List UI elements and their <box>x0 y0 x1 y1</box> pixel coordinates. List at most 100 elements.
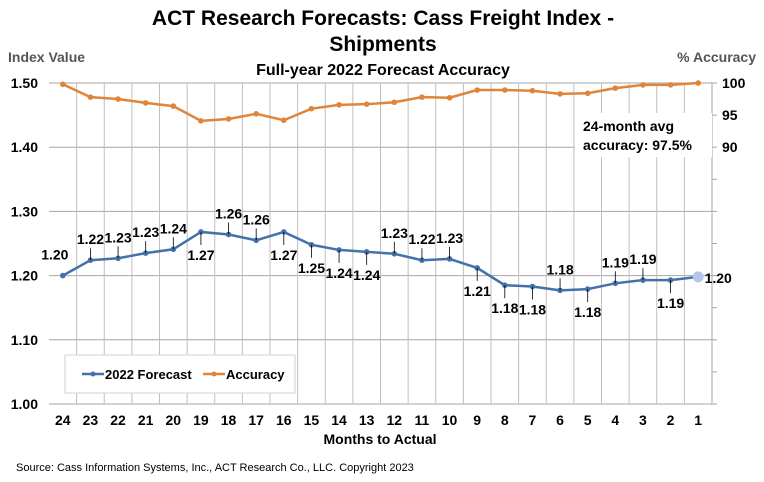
right-tick-label: 95 <box>722 107 738 123</box>
forecast-point <box>60 272 66 279</box>
x-tick-label: 6 <box>556 412 564 428</box>
accuracy-point <box>474 87 480 93</box>
legend-accuracy-label: Accuracy <box>226 367 285 382</box>
accuracy-point <box>502 87 508 93</box>
x-tick-label: 13 <box>359 412 375 428</box>
right-axis-title: % Accuracy <box>677 49 756 65</box>
accuracy-point <box>308 105 315 112</box>
forecast-data-label: 1.26 <box>243 211 270 227</box>
left-tick-label: 1.40 <box>11 139 38 155</box>
x-tick-label: 22 <box>110 412 126 428</box>
forecast-data-label: 1.22 <box>408 231 435 247</box>
x-tick-label: 4 <box>611 412 619 428</box>
forecast-data-label: 1.27 <box>187 247 214 263</box>
forecast-data-label: 1.18 <box>574 304 601 320</box>
forecast-data-label: 1.19 <box>657 295 684 311</box>
accuracy-point <box>446 94 453 101</box>
forecast-data-label: 1.23 <box>381 225 408 241</box>
accuracy-point <box>529 87 536 94</box>
left-tick-label: 1.10 <box>11 332 38 348</box>
accuracy-point <box>142 100 149 106</box>
forecast-line <box>62 230 699 292</box>
x-tick-label: 16 <box>276 412 292 428</box>
accuracy-point <box>253 111 259 117</box>
forecast-data-label: 1.20 <box>41 247 68 263</box>
forecast-data-label: 1.19 <box>602 254 629 270</box>
x-tick-label: 5 <box>584 412 592 428</box>
accuracy-point <box>336 102 342 108</box>
forecast-point <box>612 280 619 287</box>
forecast-point <box>87 257 94 263</box>
forecast-point <box>692 271 704 283</box>
forecast-data-label: 1.27 <box>270 247 297 263</box>
accuracy-point <box>363 101 370 107</box>
accuracy-point <box>695 80 701 86</box>
forecast-point <box>446 256 453 262</box>
accuracy-point <box>667 82 674 88</box>
x-tick-label: 20 <box>166 412 182 428</box>
accuracy-line <box>62 81 699 123</box>
chart-subtitle: Full-year 2022 Forecast Accuracy <box>256 62 510 79</box>
forecast-data-label: 1.24 <box>160 220 187 236</box>
x-tick-label: 3 <box>639 412 647 428</box>
accuracy-point <box>170 103 177 109</box>
x-tick-label: 15 <box>304 412 320 428</box>
left-tick-label: 1.00 <box>11 396 38 412</box>
forecast-data-label: 1.18 <box>546 261 573 277</box>
forecast-data-label: 1.19 <box>629 251 656 267</box>
accuracy-point <box>281 117 287 124</box>
left-tick-label: 1.20 <box>11 268 38 284</box>
forecast-data-label: 1.23 <box>132 224 159 240</box>
forecast-data-label: 1.23 <box>104 229 131 245</box>
forecast-data-label: 1.20 <box>705 270 732 286</box>
forecast-data-label: 1.18 <box>519 302 546 318</box>
x-tick-label: 21 <box>138 412 154 428</box>
forecast-data-label: 1.24 <box>325 265 352 281</box>
forecast-data-label: 1.21 <box>464 283 491 299</box>
source-note: Source: Cass Information Systems, Inc., … <box>16 462 414 474</box>
accuracy-point <box>612 85 619 91</box>
x-tick-label: 14 <box>331 412 347 428</box>
right-tick-label: 100 <box>722 75 746 91</box>
chart-title-line1: ACT Research Forecasts: Cass Freight Ind… <box>152 7 614 30</box>
x-tick-label: 18 <box>221 412 237 428</box>
chart-title-line2: Shipments <box>329 33 436 56</box>
annotation-line2: accuracy: 97.5% <box>583 137 693 153</box>
annotation-line1: 24-month avg <box>583 118 674 134</box>
accuracy-point <box>557 91 563 97</box>
legend-forecast-label: 2022 Forecast <box>105 367 192 382</box>
accuracy-point <box>419 94 425 100</box>
forecast-point <box>557 287 563 294</box>
x-tick-label: 11 <box>415 412 430 428</box>
forecast-data-label: 1.22 <box>77 231 104 247</box>
right-tick-label: 90 <box>722 139 738 155</box>
left-tick-label: 1.50 <box>11 75 38 91</box>
forecast-point <box>419 257 425 263</box>
x-tick-label: 9 <box>473 412 481 428</box>
forecast-data-label: 1.23 <box>436 230 463 246</box>
forecast-data-label: 1.25 <box>298 260 325 276</box>
accuracy-point <box>225 116 232 122</box>
annotation-box <box>575 113 712 157</box>
x-tick-label: 1 <box>694 412 702 428</box>
x-axis-title: Months to Actual <box>323 431 436 447</box>
x-tick-label: 12 <box>387 412 403 428</box>
accuracy-point <box>60 81 66 88</box>
forecast-data-label: 1.24 <box>353 267 380 283</box>
x-tick-label: 7 <box>529 412 537 428</box>
accuracy-point <box>198 118 204 124</box>
x-tick-label: 10 <box>442 412 458 428</box>
x-tick-label: 8 <box>501 412 509 428</box>
x-tick-label: 24 <box>55 412 71 428</box>
left-tick-label: 1.30 <box>11 203 38 219</box>
x-tick-label: 23 <box>83 412 99 428</box>
x-tick-label: 19 <box>193 412 209 428</box>
x-tick-label: 2 <box>667 412 675 428</box>
accuracy-point <box>584 90 591 97</box>
legend: 2022 Forecast Accuracy <box>64 354 296 394</box>
accuracy-point <box>115 96 121 102</box>
accuracy-point <box>640 82 646 88</box>
left-axis-title: Index Value <box>8 49 85 65</box>
